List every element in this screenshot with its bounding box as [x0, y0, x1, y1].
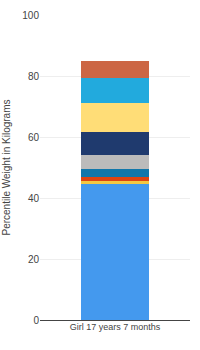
svg-text:Percentile Weight in Kilograms: Percentile Weight in Kilograms — [1, 100, 12, 236]
svg-text:100: 100 — [22, 10, 39, 21]
svg-text:60: 60 — [28, 132, 40, 143]
svg-text:20: 20 — [28, 254, 40, 265]
svg-text:80: 80 — [28, 71, 40, 82]
svg-text:0: 0 — [33, 315, 39, 326]
svg-text:40: 40 — [28, 193, 40, 204]
svg-text:Girl 17 years 7 months: Girl 17 years 7 months — [70, 322, 161, 332]
